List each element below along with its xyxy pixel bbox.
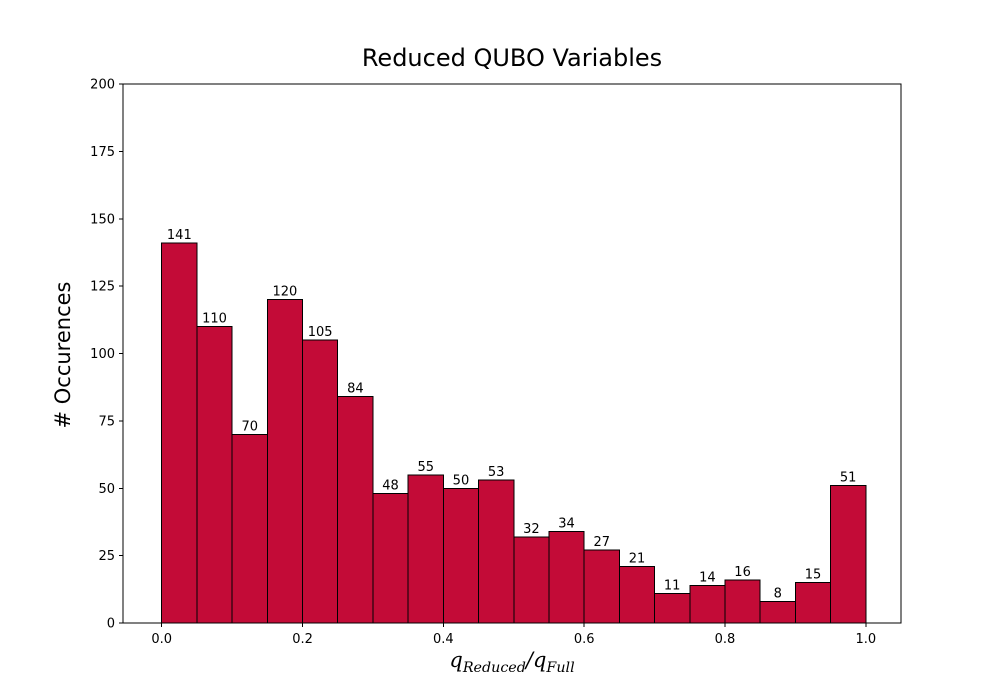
bar-value-label: 8: [774, 586, 782, 601]
bar-value-label: 27: [593, 535, 610, 550]
x-tick-label: 0.0: [151, 632, 172, 647]
x-tick-label: 1.0: [855, 632, 876, 647]
x-tick-label: 0.6: [574, 632, 595, 647]
bar-value-label: 21: [629, 551, 646, 566]
bar-value-label: 51: [840, 471, 857, 486]
histogram-bar: [478, 479, 515, 624]
histogram-bar: [372, 493, 409, 624]
histogram-bar: [689, 584, 726, 624]
x-tick-label: 0.8: [715, 632, 736, 647]
histogram-bar: [724, 579, 761, 624]
y-tick-label: 50: [98, 482, 115, 497]
x-axis-label: qReduced/qFull: [123, 648, 901, 675]
bar-value-label: 53: [488, 465, 505, 480]
x-label-separator: /: [525, 648, 533, 672]
bar-value-label: 15: [805, 568, 822, 583]
bar-value-label: 70: [241, 419, 258, 434]
y-tick-label: 100: [90, 347, 115, 362]
x-tick-label: 0.4: [433, 632, 454, 647]
bar-value-label: 55: [417, 460, 434, 475]
x-label-sub1: Reduced: [462, 660, 526, 677]
y-tick-label: 125: [90, 280, 115, 295]
bar-value-label: 110: [202, 312, 227, 327]
bar-value-label: 32: [523, 522, 540, 537]
histogram-bar: [618, 565, 656, 624]
histogram-bar: [583, 549, 620, 624]
y-tick-label: 150: [90, 212, 115, 227]
histogram-bar: [830, 485, 867, 624]
bar-value-label: 14: [699, 570, 716, 585]
chart-title: Reduced QUBO Variables: [361, 44, 663, 72]
x-label-var1: q: [449, 648, 463, 672]
bar-value-label: 11: [664, 578, 681, 593]
histogram-bar: [266, 299, 304, 624]
bar-value-label: 141: [167, 228, 192, 243]
y-axis-label: # Occurences: [51, 281, 75, 429]
histogram-bar: [513, 536, 550, 624]
histogram-bar: [231, 433, 268, 624]
histogram-bar: [196, 326, 233, 624]
x-label-sub2: Full: [546, 660, 575, 677]
y-tick-label: 0: [107, 617, 115, 632]
histogram-bar: [548, 530, 585, 624]
histogram-bar: [442, 487, 480, 624]
histogram-bar: [759, 600, 796, 624]
x-tick-label: 0.2: [292, 632, 313, 647]
bar-value-label: 16: [734, 565, 751, 580]
bar-value-label: 120: [273, 285, 298, 300]
bar-value-label: 50: [453, 473, 470, 488]
y-tick-label: 25: [98, 549, 115, 564]
bar-value-label: 84: [347, 382, 364, 397]
x-label-var2: q: [532, 648, 547, 672]
histogram-bar: [407, 474, 444, 624]
histogram-bar: [161, 242, 198, 624]
y-tick-label: 75: [98, 414, 115, 429]
histogram-bar: [654, 592, 691, 624]
bar-value-label: 34: [558, 516, 575, 531]
histogram-bar: [337, 396, 374, 624]
y-tick-label: 200: [90, 78, 115, 93]
bar-value-label: 105: [308, 325, 333, 340]
bar-value-label: 48: [382, 479, 399, 494]
histogram-bar: [302, 339, 339, 624]
histogram-bar: [794, 582, 832, 624]
y-tick-label: 175: [90, 145, 115, 160]
